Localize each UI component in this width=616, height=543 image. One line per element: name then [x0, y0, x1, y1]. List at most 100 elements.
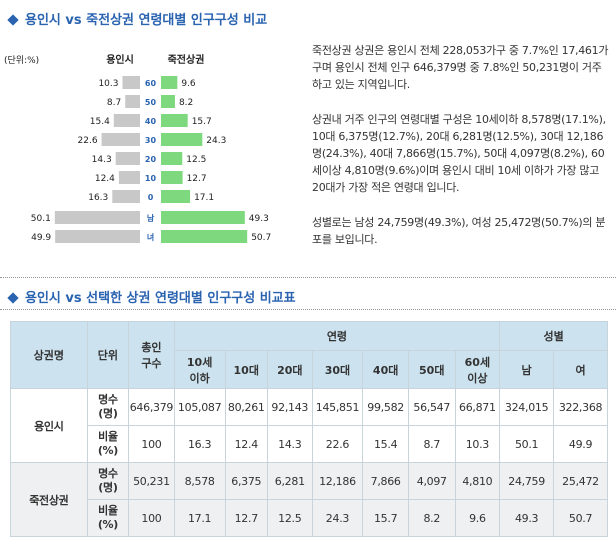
row-area-name: 죽전상권 — [10, 462, 88, 537]
chart-value-label-left: 12.4 — [95, 174, 115, 184]
chart-value-label-right: 9.6 — [181, 79, 196, 89]
table-cell: 322,368 — [553, 388, 608, 426]
section-title-text: 용인시 vs 죽전상권 연령대별 인구구성 비교 — [25, 13, 268, 28]
table-cell: 100 — [128, 425, 175, 463]
chart-bar-left — [55, 230, 140, 243]
table-cell: 8,578 — [173, 462, 226, 500]
chart-category-cell — [140, 76, 161, 89]
header-gender-male: 남 — [499, 350, 555, 389]
chart-value-label-left: 22.6 — [78, 136, 98, 146]
table-cell: 22.6 — [311, 425, 364, 463]
chart-bar-right — [161, 95, 175, 108]
chart-value-label-right: 8.2 — [179, 98, 193, 108]
chart-bar-left — [118, 171, 140, 184]
chart-bar-right — [161, 230, 248, 243]
chart-bar-right — [161, 76, 178, 89]
chart-bar-left — [115, 152, 140, 165]
table-cell: 12.4 — [224, 425, 269, 463]
chart-category-label: 남 — [147, 213, 155, 223]
section-title-table: 용인시 vs 선택한 상권 연령대별 인구구성 비교표 — [6, 287, 296, 306]
table-cell: 99,582 — [362, 388, 409, 426]
chart-bar-left — [113, 114, 140, 127]
header-age-10s: 10대 — [224, 350, 269, 389]
section-title-text: 용인시 vs 선택한 상권 연령대별 인구구성 비교표 — [25, 291, 296, 306]
chart-category-cell — [140, 190, 161, 203]
chart-value-label-right: 50.7 — [251, 233, 271, 243]
chart-category-label: 50 — [145, 98, 157, 107]
chart-bar-left — [101, 133, 140, 146]
chart-right-label: 죽전상권 — [168, 53, 205, 66]
description-paragraph-households: 죽전상권 상권은 용인시 전체 228,053가구 중 7.7%인 17,461… — [312, 44, 609, 92]
table-cell: 24,759 — [499, 462, 555, 500]
divider — [0, 277, 616, 278]
chart-value-label-left: 8.7 — [107, 98, 121, 108]
chart-category-cell — [140, 230, 161, 243]
table-cell: 25,472 — [553, 462, 608, 500]
chart-value-label-left: 10.3 — [98, 79, 118, 89]
header-age-60plus: 60세 이상 — [454, 350, 501, 389]
divider — [0, 309, 616, 310]
chart-category-label: 60 — [145, 79, 157, 88]
chart-value-label-right: 49.3 — [249, 214, 269, 224]
chart-value-label-left: 50.1 — [31, 214, 51, 224]
table-cell: 50.1 — [499, 425, 555, 463]
table-cell: 105,087 — [173, 388, 226, 426]
table-row: 비율 (%) 100 17.1 12.7 12.5 24.3 15.7 8.2 9… — [10, 499, 608, 537]
table-cell: 80,261 — [224, 388, 269, 426]
diamond-bullet-icon — [7, 14, 19, 26]
header-age-20s: 20대 — [267, 350, 313, 389]
chart-bar-left — [122, 76, 140, 89]
chart-category-label: 0 — [148, 193, 154, 202]
table-row: 비율 (%) 100 16.3 12.4 14.3 22.6 15.4 8.7 1… — [10, 425, 608, 463]
chart-category-label: 녀 — [147, 232, 154, 242]
table-cell: 50.7 — [553, 499, 608, 537]
chart-value-label-right: 17.1 — [194, 193, 214, 203]
chart-category-cell — [140, 152, 161, 165]
table-cell: 4,097 — [407, 462, 456, 500]
table-cell: 10.3 — [454, 425, 501, 463]
table-cell: 49.3 — [499, 499, 555, 537]
chart-value-label-left: 16.3 — [88, 193, 108, 203]
chart-category-cell — [140, 95, 161, 108]
header-age-30s: 30대 — [311, 350, 364, 389]
chart-value-label-left: 15.4 — [90, 117, 110, 127]
section-title-comparison: 용인시 vs 죽전상권 연령대별 인구구성 비교 — [6, 9, 267, 28]
chart-category-cell — [140, 133, 161, 146]
table-cell: 4,810 — [454, 462, 501, 500]
chart-value-label-left: 14.3 — [92, 155, 112, 165]
chart-unit-label: (단위:%) — [4, 55, 39, 66]
table-cell: 49.9 — [553, 425, 608, 463]
chart-bar-left — [112, 190, 140, 203]
row-unit: 명수 (명) — [86, 388, 130, 426]
table-cell: 324,015 — [499, 388, 555, 426]
table-cell: 24.3 — [311, 499, 364, 537]
chart-value-label-left: 49.9 — [31, 233, 51, 243]
header-gender-female: 여 — [553, 350, 608, 389]
table-cell: 7,866 — [362, 462, 409, 500]
table-cell: 14.3 — [267, 425, 313, 463]
header-age-under10: 10세 이하 — [173, 350, 226, 389]
table-row: 용인시 명수 (명) 646,379 105,087 80,261 92,143 … — [10, 388, 608, 463]
chart-left-label: 용인시 — [106, 53, 134, 66]
table-cell: 66,871 — [454, 388, 501, 426]
header-area: 상권명 — [10, 321, 88, 389]
chart-category-label: 10 — [145, 174, 157, 183]
table-cell: 17.1 — [173, 499, 226, 537]
chart-value-label-right: 24.3 — [206, 136, 226, 146]
diamond-bullet-icon — [7, 292, 19, 304]
table-cell: 12,186 — [311, 462, 364, 500]
table-cell: 56,547 — [407, 388, 456, 426]
chart-bar-right — [161, 152, 183, 165]
table-cell: 92,143 — [267, 388, 313, 426]
chart-bar-right — [161, 133, 203, 146]
table-cell: 15.7 — [362, 499, 409, 537]
row-unit: 명수 (명) — [86, 462, 130, 500]
chart-category-cell — [140, 114, 161, 127]
header-age-40s: 40대 — [362, 350, 409, 389]
header-total: 총인 구수 — [128, 321, 175, 389]
header-age-group: 연령 — [173, 321, 501, 351]
chart-category-label: 40 — [145, 117, 157, 126]
table-cell: 50,231 — [128, 462, 175, 500]
description-paragraph-age: 상권내 거주 인구의 연령대별 구성은 10세이하 8,578명(17.1%),… — [312, 112, 606, 195]
table-cell: 15.4 — [362, 425, 409, 463]
